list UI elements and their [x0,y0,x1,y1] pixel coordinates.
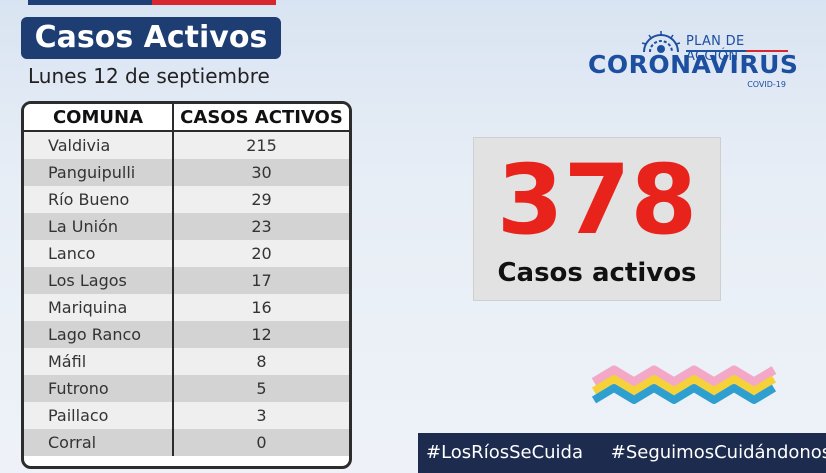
casos-cell: 215 [173,131,349,159]
comuna-cell: Futrono [24,375,174,402]
logo-underline [686,50,788,52]
comuna-cell: Lago Ranco [24,321,174,348]
casos-cell: 17 [173,267,349,294]
column-header-comuna: COMUNA [24,104,174,132]
casos-cell: 30 [173,159,349,186]
logo-coronavirus-text: CORONAVIRUS [588,50,799,79]
comuna-cell: Lanco [24,240,174,267]
casos-cell: 3 [173,402,349,429]
top-accent-bar [28,0,276,5]
table-row: Los Lagos 17 [24,267,349,294]
casos-cell: 29 [173,186,349,213]
casos-cell: 5 [173,375,349,402]
page-title: Casos Activos [21,17,281,59]
casos-cell: 12 [173,321,349,348]
casos-cell: 0 [173,429,349,456]
date-label: Lunes 12 de septiembre [28,64,270,88]
table-row: Corral 0 [24,429,349,456]
comuna-cell: Corral [24,429,174,456]
table-row: La Unión 23 [24,213,349,240]
table-header-row: COMUNA CASOS ACTIVOS [24,104,349,132]
table-row: Valdivia 215 [24,131,349,159]
casos-cell: 23 [173,213,349,240]
comuna-cell: Los Lagos [24,267,174,294]
logo-plan-text: PLAN DE ACCIÓN [686,34,745,64]
virus-icon [641,31,681,53]
table-row: Río Bueno 29 [24,186,349,213]
column-header-casos: CASOS ACTIVOS [173,104,349,132]
table-row: Paillaco 3 [24,402,349,429]
comuna-cell: Máfil [24,348,174,375]
coronavirus-logo: PLAN DE ACCIÓN CORONAVIRUS COVID-19 [588,28,798,94]
table-row: Lanco 20 [24,240,349,267]
casos-cell: 8 [173,348,349,375]
total-cases-number: 378 [496,144,698,256]
hashtag-seguimos: #SeguimosCuidándonos [610,442,826,463]
casos-cell: 20 [173,240,349,267]
table-row: Futrono 5 [24,375,349,402]
table-row: Mariquina 16 [24,294,349,321]
comuna-cell: La Unión [24,213,174,240]
total-cases-box: 378 Casos activos [473,137,721,301]
hashtag-banner: #LosRíosSeCuida #SeguimosCuidándonos [418,433,826,473]
cases-table: COMUNA CASOS ACTIVOS Valdivia 215 Pangui… [21,101,352,469]
comuna-cell: Paillaco [24,402,174,429]
hashtag-los-rios: #LosRíosSeCuida [426,442,584,463]
casos-cell: 16 [173,294,349,321]
table-row: Lago Ranco 12 [24,321,349,348]
table-row: Máfil 8 [24,348,349,375]
comuna-cell: Panguipulli [24,159,174,186]
logo-covid-text: COVID-19 [747,80,786,89]
table-row: Panguipulli 30 [24,159,349,186]
comuna-cell: Mariquina [24,294,174,321]
wave-decoration-icon [591,365,777,404]
comuna-cell: Valdivia [24,131,174,159]
total-cases-label: Casos activos [497,258,697,288]
comuna-cell: Río Bueno [24,186,174,213]
